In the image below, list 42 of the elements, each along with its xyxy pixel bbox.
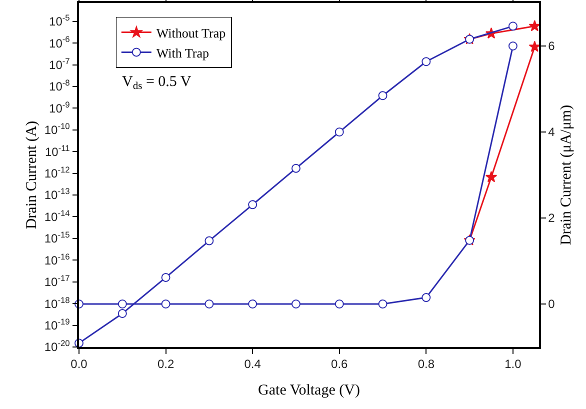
y-tick-label: 10$^{-19}$ [44,316,70,332]
x-tick-label: 0.6 [331,357,348,372]
y-tick-label: 10$^{-6}$ [49,34,70,50]
x-tick-label: 1.0 [504,357,522,372]
y-tick-label: 10$^{-14}$ [44,208,70,224]
y-tick-label: 10$^{-7}$ [49,56,70,72]
point [161,272,170,282]
y-tick-label: 10$^{-15}$ [44,230,70,246]
point [204,236,214,246]
y2-tick-label: 4 [548,125,556,140]
x-tick-label: 0.0 [70,357,88,372]
y-tick-label: 10$^{-17}$ [44,273,70,290]
point [528,20,540,32]
annotation: V$_{ds}$ = 0.5 V [122,74,192,92]
y2-tick-label: 2 [548,211,556,226]
x-axis-title: Gate Voltage (V) [258,382,360,399]
y2-tick-label: 0 [548,297,556,312]
y-tick-label: 10$^{-11}$ [45,142,70,159]
point [422,57,431,66]
point [378,91,388,100]
y2-tick-label: 6 [548,39,556,54]
x-tick-label: 0.8 [418,357,435,372]
y-tick-label: 10$^{-12}$ [44,164,70,181]
x-tick-label: 0.2 [157,357,174,372]
y-tick-label: 10$^{-10}$ [44,121,70,138]
y-tick-label: 10$^{-18}$ [44,294,70,311]
y-tick-label: 10$^{-8}$ [49,78,70,94]
legend-label: With Trap [156,45,209,60]
y-tick-label: 10$^{-9}$ [49,99,70,116]
point [118,308,127,318]
point [248,200,258,210]
x-tick-label: 0.4 [244,357,262,372]
legend-label: Without Trap [156,25,226,40]
point [508,22,518,31]
y-tick-label: 10$^{-5}$ [49,12,70,29]
y-tick-label: 10$^{-20}$ [44,338,70,354]
point [291,164,300,173]
y2-axis-title: Drain Current (μA/μm) [558,104,575,246]
point [334,128,344,136]
y-tick-label: 10$^{-16}$ [44,251,70,268]
y-tick-label: 10$^{-13}$ [44,186,70,202]
y-axis-title: Drain Current (A) [24,120,40,230]
